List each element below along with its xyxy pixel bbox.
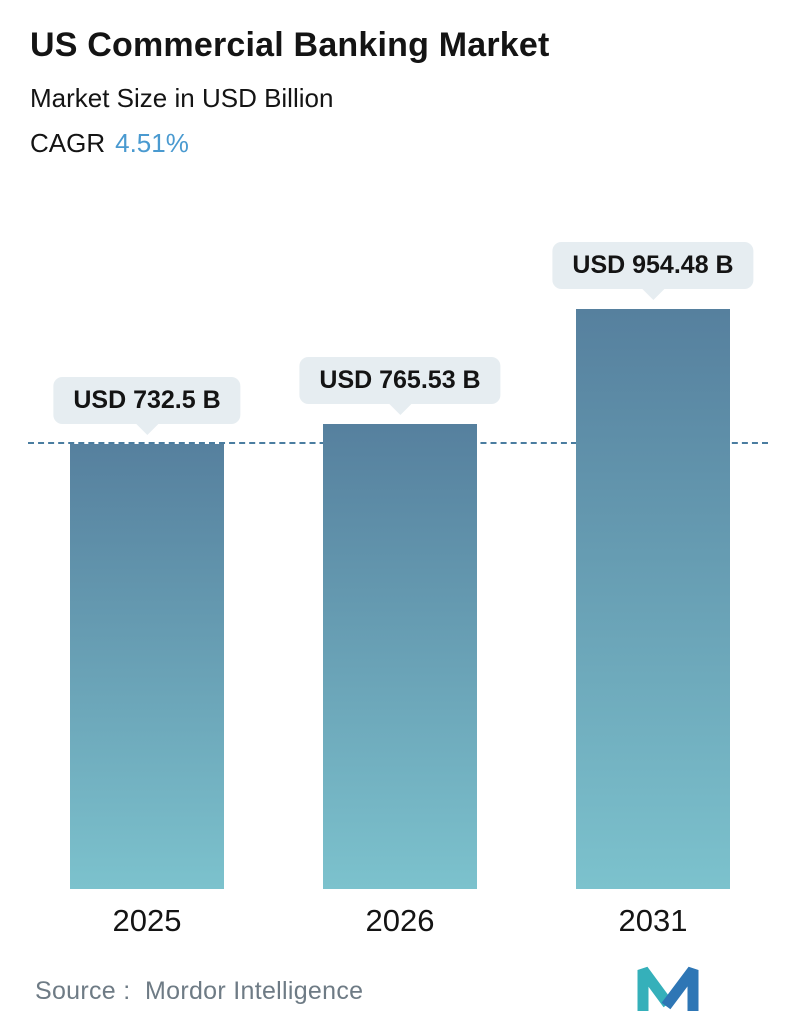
x-axis-label: 2025: [112, 903, 182, 938]
source-label: Source :: [35, 977, 131, 1005]
x-axis-label: 2031: [618, 903, 688, 938]
cagr-value: 4.51%: [115, 128, 189, 158]
bar-column: USD 732.5 B: [53, 239, 241, 889]
bar-column: USD 954.48 B: [552, 239, 754, 889]
chart-subtitle: Market Size in USD Billion: [30, 83, 334, 113]
bar: [323, 424, 477, 889]
logo-left-stroke: [637, 966, 673, 1011]
chart-header: US Commercial Banking Market Market Size…: [0, 0, 796, 159]
footer: Source : Mordor Intelligence: [0, 958, 796, 1014]
value-callout: USD 954.48 B: [552, 242, 754, 289]
source-text: Source : Mordor Intelligence: [35, 977, 363, 1006]
value-callout: USD 732.5 B: [53, 377, 241, 424]
x-axis-row: 2025 2026 2031: [0, 903, 796, 939]
cagr-label: CAGR: [30, 128, 106, 158]
logo-right-stroke: [661, 966, 699, 1011]
chart-title: US Commercial Banking Market: [30, 26, 550, 64]
bar: [576, 309, 730, 889]
mordor-intelligence-logo: [637, 966, 699, 1011]
bar: [70, 444, 224, 889]
plot-area: USD 732.5 B USD 765.53 B USD 954.48 B: [0, 239, 796, 889]
bars-row: USD 732.5 B USD 765.53 B USD 954.48 B: [0, 239, 796, 889]
x-axis-label: 2026: [365, 903, 435, 938]
bar-column: USD 765.53 B: [299, 239, 501, 889]
source-value: Mordor Intelligence: [145, 977, 364, 1005]
cagr-line: CAGR 4.51%: [30, 128, 766, 159]
value-callout: USD 765.53 B: [299, 357, 501, 404]
